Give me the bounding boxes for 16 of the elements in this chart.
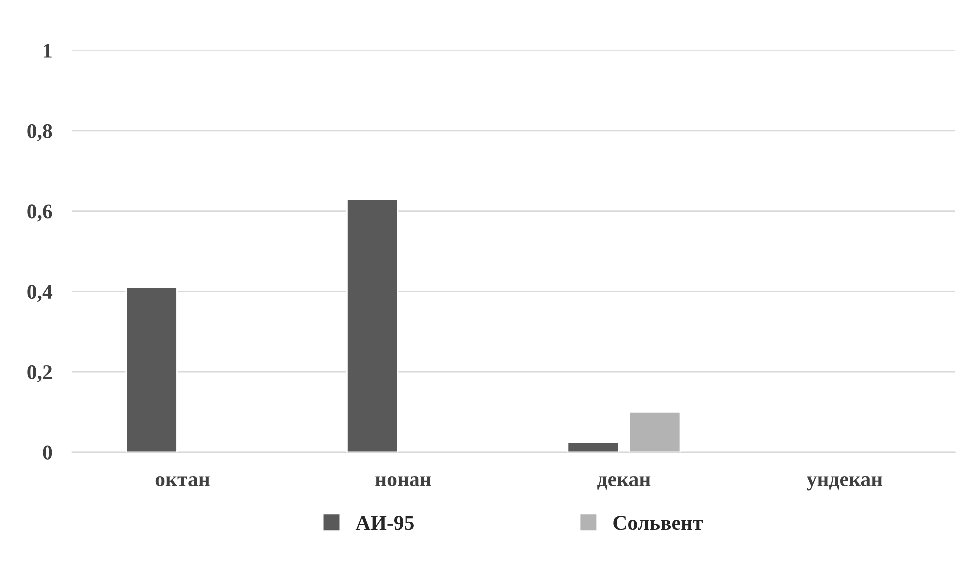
legend-label: Сольвент: [614, 516, 704, 530]
x-tick-label: нонан: [376, 476, 432, 487]
y-tick-label: 0,2: [28, 365, 52, 382]
bar: [346, 198, 399, 452]
y-tick-label: 0,6: [28, 204, 52, 222]
bar: [567, 442, 620, 452]
y-tick-label: 0: [43, 446, 52, 460]
x-tick-label: октан: [156, 476, 210, 487]
x-tick-label: декан: [598, 476, 651, 490]
bar: [126, 286, 178, 452]
y-tick-label: 0,8: [28, 124, 52, 142]
bar: [629, 412, 682, 452]
y-tick-label: 0,4: [28, 285, 53, 302]
legend-label: АИ-95: [356, 516, 414, 530]
x-tick-label: ундекан: [807, 476, 883, 491]
y-tick-label: 1: [44, 44, 52, 58]
